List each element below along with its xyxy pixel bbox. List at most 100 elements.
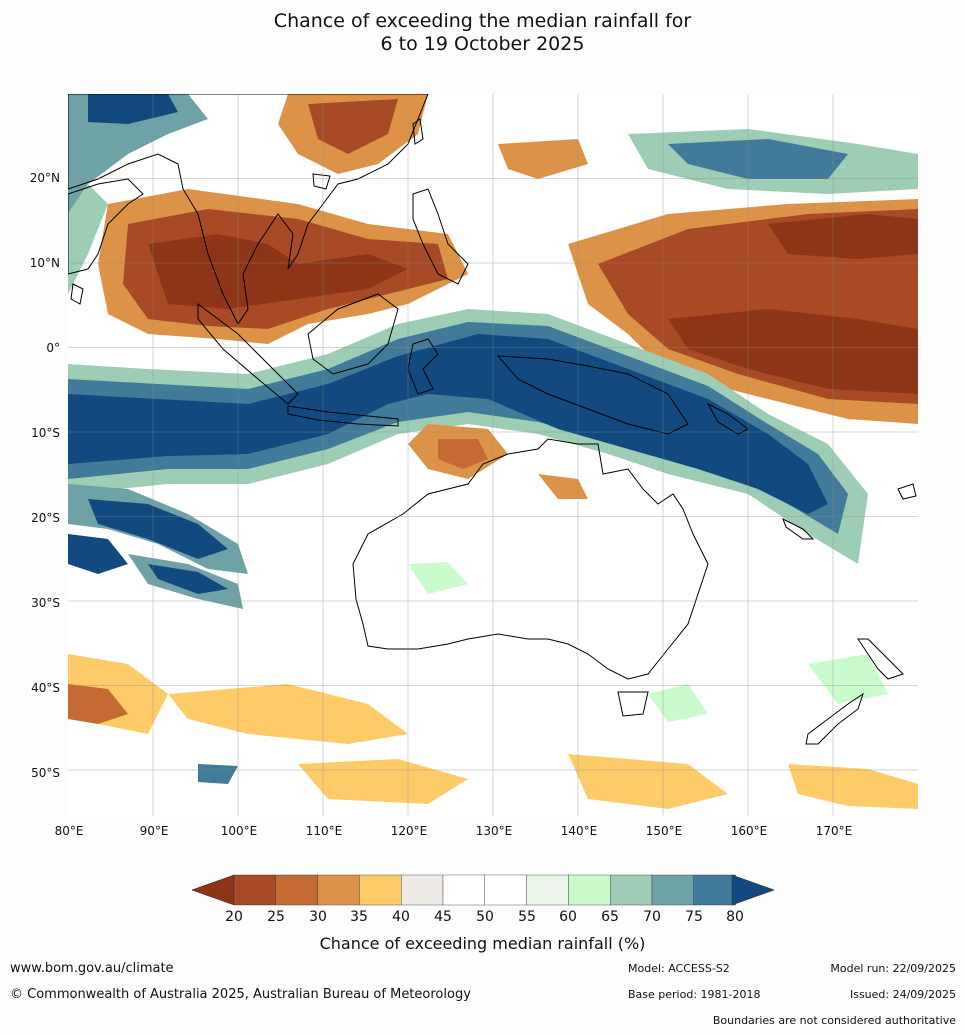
region-nw-teal bbox=[68, 94, 208, 214]
region-timor-brown bbox=[438, 439, 488, 469]
lat-label-20s: 20°S bbox=[31, 511, 60, 525]
issued-date: Issued: 24/09/2025 bbox=[849, 988, 956, 1001]
colorbar-title: Chance of exceeding median rainfall (%) bbox=[319, 934, 646, 953]
region-bengal-darkbrown bbox=[148, 234, 408, 309]
colorbar-tick-75: 75 bbox=[685, 909, 703, 925]
colorbar bbox=[191, 873, 775, 907]
tasmania-outline bbox=[617, 691, 649, 717]
colorbar-bin-25-30 bbox=[275, 874, 318, 906]
region-sio-blue-2 bbox=[148, 564, 228, 594]
lat-label-10n: 10°N bbox=[29, 256, 60, 270]
colorbar-tick-80: 80 bbox=[726, 909, 744, 925]
region-sio-blue-1 bbox=[88, 499, 228, 559]
colorbar-tick-30: 30 bbox=[309, 909, 327, 925]
colorbar-tick-55: 55 bbox=[518, 909, 536, 925]
fiji-outline bbox=[897, 483, 917, 500]
philippines-outline bbox=[412, 188, 469, 285]
new-caledonia-outline bbox=[782, 517, 815, 540]
colorbar-bin-30-35 bbox=[317, 874, 360, 906]
lat-label-10s: 10°S bbox=[31, 426, 60, 440]
java-outline bbox=[287, 405, 399, 427]
lon-label-90e: 90°E bbox=[139, 824, 169, 838]
colorbar-tick-65: 65 bbox=[601, 909, 619, 925]
nz-north-outline bbox=[857, 638, 904, 680]
lon-label-120e: 120°E bbox=[390, 824, 428, 838]
australia-outline bbox=[352, 438, 709, 680]
lat-label-50s: 50°S bbox=[31, 766, 60, 780]
lon-label-80e: 80°E bbox=[54, 824, 84, 838]
colorbar-arrow-high bbox=[731, 874, 775, 906]
colorbar-tick-60: 60 bbox=[559, 909, 577, 925]
lon-label-110e: 110°E bbox=[305, 824, 343, 838]
lat-label-40s: 40°S bbox=[31, 681, 60, 695]
colorbar-arrow-low bbox=[191, 874, 235, 906]
taiwan-outline bbox=[412, 118, 424, 145]
colorbar-tick-35: 35 bbox=[350, 909, 368, 925]
region-equatorial-midblue bbox=[68, 322, 848, 534]
asia-mainland-outline bbox=[68, 94, 429, 325]
colorbar-bin-65-70 bbox=[610, 874, 653, 906]
lon-label-160e: 160°E bbox=[730, 824, 768, 838]
title-line-1: Chance of exceeding the median rainfall … bbox=[273, 10, 692, 32]
lon-label-170e: 170°E bbox=[815, 824, 853, 838]
website-link[interactable]: www.bom.gov.au/climate bbox=[10, 961, 174, 976]
region-pacific-darkbrown bbox=[668, 309, 918, 394]
region-nz-green-2 bbox=[808, 654, 888, 704]
colorbar-bin-40-45 bbox=[400, 874, 444, 906]
colorbar-bin-75-80 bbox=[693, 874, 736, 906]
region-so-blue-1 bbox=[198, 764, 238, 784]
colorbar-bin-45-50 bbox=[442, 874, 485, 906]
india-outline bbox=[68, 178, 144, 275]
colorbar-bin-20-25 bbox=[233, 874, 276, 906]
new-guinea-outline bbox=[496, 355, 689, 435]
map-svg bbox=[68, 94, 918, 816]
lat-label-30s: 30°S bbox=[31, 596, 60, 610]
lon-label-130e: 130°E bbox=[475, 824, 513, 838]
model-run-date: Model run: 22/09/2025 bbox=[830, 962, 956, 975]
colorbar-tick-25: 25 bbox=[267, 909, 285, 925]
region-pacific-darkbrown-n bbox=[768, 214, 918, 259]
region-so-yellow-4 bbox=[568, 754, 728, 809]
colorbar-tick-20: 20 bbox=[225, 909, 243, 925]
region-so-yellow-5 bbox=[788, 764, 918, 809]
colorbar-tick-70: 70 bbox=[643, 909, 661, 925]
boundaries-disclaimer: Boundaries are not considered authoritat… bbox=[712, 1014, 956, 1027]
lon-label-150e: 150°E bbox=[645, 824, 683, 838]
copyright-text: © Commonwealth of Australia 2025, Austra… bbox=[10, 987, 471, 1002]
region-india-green bbox=[68, 184, 108, 294]
region-nw-blue bbox=[88, 94, 178, 124]
lat-label-20n: 20°N bbox=[29, 171, 60, 185]
colorbar-tick-40: 40 bbox=[392, 909, 410, 925]
region-so-yellow-2 bbox=[168, 684, 408, 744]
borneo-outline bbox=[307, 293, 399, 375]
colorbar-svg bbox=[191, 874, 775, 906]
colorbar-tick-45: 45 bbox=[434, 909, 452, 925]
region-taiwan-orange bbox=[498, 139, 588, 179]
colorbar-tick-50: 50 bbox=[476, 909, 494, 925]
colorbar-bin-55-60 bbox=[526, 874, 569, 906]
region-carpentaria-orange bbox=[538, 474, 588, 499]
colorbar-bin-35-40 bbox=[359, 874, 402, 906]
colorbar-bin-60-65 bbox=[568, 874, 611, 906]
base-period: Base period: 1981-2018 bbox=[628, 988, 761, 1001]
region-so-brown-1 bbox=[68, 684, 128, 724]
nz-south-outline bbox=[805, 692, 864, 745]
region-china-brown bbox=[308, 99, 398, 154]
rainfall-map bbox=[68, 94, 918, 816]
lon-label-140e: 140°E bbox=[560, 824, 598, 838]
region-aus-green-1 bbox=[408, 562, 468, 594]
map-title: Chance of exceeding the median rainfall … bbox=[0, 10, 965, 56]
sri-lanka-outline bbox=[70, 283, 84, 305]
lon-label-100e: 100°E bbox=[220, 824, 258, 838]
solomons-outline bbox=[706, 402, 749, 435]
sulawesi-outline bbox=[407, 338, 439, 395]
graticule bbox=[68, 94, 918, 816]
sumatra-outline bbox=[197, 303, 299, 405]
colorbar-bin-50-55 bbox=[484, 874, 527, 906]
colorbar-bin-70-75 bbox=[651, 874, 694, 906]
lat-label-0: 0° bbox=[46, 341, 60, 355]
region-sio-blue-3 bbox=[68, 534, 128, 574]
title-line-2: 6 to 19 October 2025 bbox=[380, 33, 585, 55]
hainan-outline bbox=[312, 173, 331, 190]
region-npacific-blue bbox=[668, 139, 848, 179]
